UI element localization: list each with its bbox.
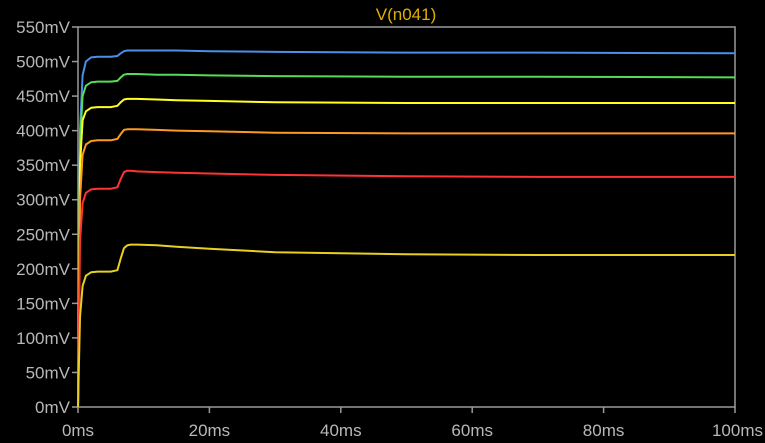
y-tick-label: 350mV bbox=[16, 156, 71, 175]
series-line-1 bbox=[77, 49, 736, 408]
x-tick-label: 80ms bbox=[583, 421, 625, 440]
series-layer bbox=[77, 49, 736, 408]
y-tick-label: 200mV bbox=[16, 260, 71, 279]
y-tick-label: 0mV bbox=[35, 398, 71, 417]
y-tick-label: 550mV bbox=[16, 18, 71, 37]
x-tick-label: 0ms bbox=[62, 421, 94, 440]
series-line-2 bbox=[77, 73, 736, 408]
x-tick-label: 60ms bbox=[451, 421, 493, 440]
series-line-3 bbox=[77, 97, 735, 408]
x-tick-label: 100ms bbox=[712, 421, 763, 440]
x-tick-label: 40ms bbox=[320, 421, 362, 440]
series-line-5 bbox=[77, 169, 735, 408]
y-tick-label: 100mV bbox=[16, 329, 71, 348]
axis-ticks: 0mV 50mV 100mV 150mV 200mV 250mV 300mV 350mV 400… bbox=[16, 18, 763, 440]
y-tick-label: 400mV bbox=[16, 122, 71, 141]
series-line-6 bbox=[77, 243, 735, 408]
y-tick-label: 500mV bbox=[16, 53, 71, 72]
y-tick-label: 50mV bbox=[26, 363, 71, 382]
series-line-4 bbox=[77, 128, 735, 408]
y-tick-label: 250mV bbox=[16, 225, 71, 244]
y-tick-label: 150mV bbox=[16, 294, 71, 313]
plot-frame bbox=[77, 26, 736, 408]
y-tick-label: 450mV bbox=[16, 87, 71, 106]
chart-title: V(n041) bbox=[376, 5, 436, 24]
y-tick-label: 300mV bbox=[16, 191, 71, 210]
x-tick-label: 20ms bbox=[189, 421, 231, 440]
